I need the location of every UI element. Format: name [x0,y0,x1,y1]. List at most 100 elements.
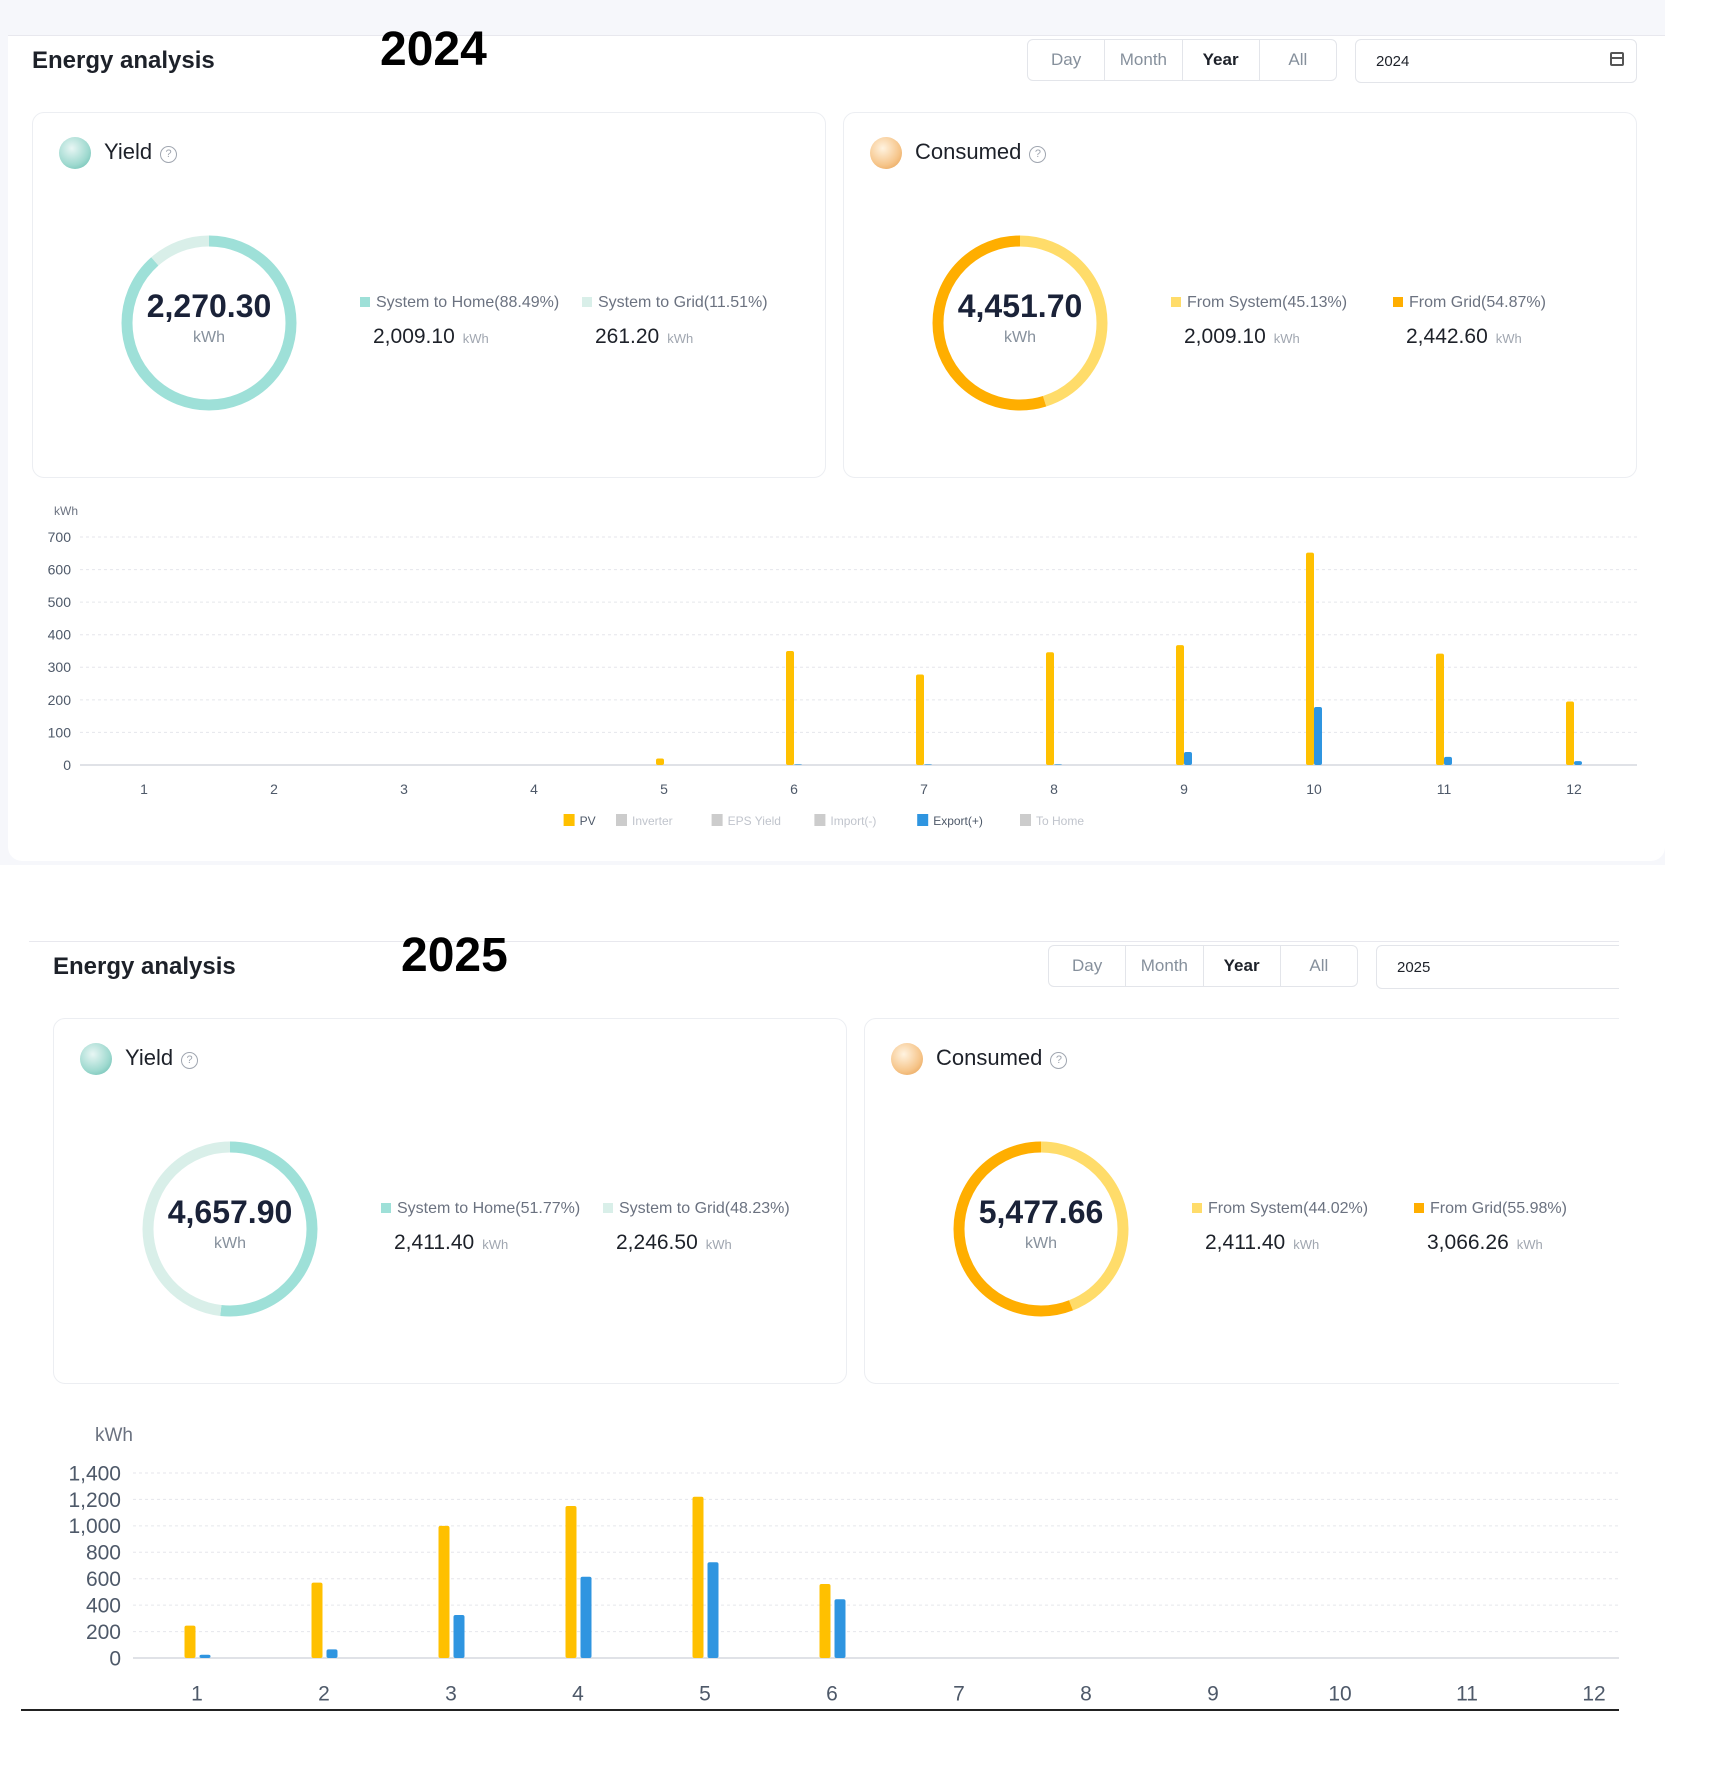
legend-label: System to Home(88.49%) [376,294,560,311]
year-picker[interactable]: 2025 [1376,945,1619,989]
legend-item-tohome[interactable]: To Home [1020,814,1084,828]
x-tick-label: 2 [270,781,278,797]
x-tick-label: 5 [699,1682,711,1705]
period-tabs: Day Month Year All [1048,945,1358,987]
bar-export-6[interactable] [834,1599,846,1658]
x-tick-label: 2 [318,1682,330,1705]
x-tick-label: 6 [826,1682,838,1705]
unit: kWh [1273,331,1300,346]
bar-export-12[interactable] [1574,761,1582,765]
bar-pv-6[interactable] [819,1584,831,1658]
consumed-title: Consumed [915,139,1022,164]
legend-label: From Grid(54.87%) [1409,294,1546,311]
tab-day[interactable]: Day [1028,40,1106,80]
bar-pv-11[interactable] [1436,653,1444,765]
legend-system-to-home: System to Home(51.77%) [381,1200,580,1218]
x-tick-label: 4 [530,781,538,797]
value: 3,066.26 [1427,1231,1509,1254]
tab-month[interactable]: Month [1105,40,1183,80]
yield-donut [142,1141,318,1317]
bar-export-2[interactable] [326,1649,338,1658]
bar-pv-12[interactable] [1566,701,1574,765]
bar-pv-6[interactable] [786,651,794,765]
x-tick-label: 11 [1456,1682,1478,1705]
consumed-title-wrap: Consumed? [936,1045,1068,1071]
period-tabs: Day Month Year All [1027,39,1337,81]
year-picker[interactable]: 2024 [1355,39,1637,83]
y-tick-label: 800 [86,1542,121,1565]
bar-pv-10[interactable] [1306,552,1314,765]
tab-year[interactable]: Year [1204,946,1281,986]
x-tick-label: 12 [1566,781,1582,797]
bar-export-6[interactable] [794,764,802,765]
calendar-icon[interactable] [1610,52,1624,66]
help-icon[interactable]: ? [1029,146,1047,163]
help-icon[interactable]: ? [181,1052,199,1069]
legend-swatch [582,297,592,307]
consumed-total: 4,451.70 [957,288,1083,324]
bar-pv-5[interactable] [692,1496,704,1658]
bar-pv-5[interactable] [656,758,664,765]
tab-all[interactable]: All [1309,956,1329,975]
help-icon[interactable]: ? [1050,1052,1068,1069]
legend-item-pv[interactable]: PV [563,814,596,828]
x-tick-label: 11 [1437,781,1452,797]
legend-item-export[interactable]: Export(+) [917,814,983,828]
bar-export-4[interactable] [580,1576,592,1658]
bar-export-5[interactable] [707,1562,719,1658]
year-picker-value: 2025 [1397,958,1431,976]
x-tick-label: 3 [400,781,408,797]
bar-pv-1[interactable] [184,1625,196,1658]
tab-day[interactable]: Day [1049,946,1127,986]
bar-export-3[interactable] [453,1615,465,1658]
y-tick-label: 0 [109,1647,121,1670]
yield-title-wrap: Yield? [125,1045,199,1071]
legend-swatch [360,297,370,307]
tab-year[interactable]: Year [1183,40,1260,80]
legend-swatch [603,1203,613,1213]
y-tick-label: 1,400 [68,1462,121,1485]
x-tick-label: 8 [1050,781,1058,797]
bar-pv-7[interactable] [916,674,924,765]
system-to-home-value: 2,411.40 kWh [394,1231,508,1255]
legend-item-epsyield[interactable]: EPS Yield [711,814,781,828]
solar-panel-icon [80,1043,112,1075]
donut-segment [121,235,297,411]
bar-pv-4[interactable] [565,1506,577,1658]
bar-export-11[interactable] [1444,756,1452,765]
bar-pv-8[interactable] [1046,652,1054,765]
bar-export-10[interactable] [1314,707,1322,765]
legend-item-import[interactable]: Import(-) [814,814,876,828]
value: 2,009.10 [373,325,455,348]
y-tick-label: 300 [48,659,72,675]
legend-system-to-grid: System to Grid(48.23%) [603,1200,790,1218]
bar-pv-2[interactable] [311,1582,323,1658]
bar-export-1[interactable] [199,1654,211,1658]
consumed-card: Consumed? 5,477.66 kWh From System(44.02… [864,1018,1619,1384]
value: 2,009.10 [1184,325,1266,348]
legend-from-system: From System(44.02%) [1192,1200,1368,1218]
bar-export-9[interactable] [1184,751,1192,765]
donut-segment [142,1141,318,1317]
legend-swatch [1171,297,1181,307]
tab-month[interactable]: Month [1126,946,1204,986]
legend-label: System to Grid(11.51%) [598,294,768,311]
yield-total: 2,270.30 [146,288,272,324]
y-tick-label: 400 [86,1594,121,1617]
legend-item-inverter[interactable]: Inverter [616,814,673,828]
bar-pv-9[interactable] [1176,645,1184,765]
bar-export-8[interactable] [1054,764,1062,765]
tab-all[interactable]: All [1288,50,1308,69]
bar-pv-3[interactable] [438,1525,450,1658]
unit: kWh [462,331,489,346]
x-tick-label: 9 [1180,781,1188,797]
help-icon[interactable]: ? [160,146,178,163]
legend-swatch [616,814,627,826]
yield-title: Yield [125,1045,174,1070]
legend-label: System to Grid(48.23%) [619,1200,790,1217]
yield-unit: kWh [214,1235,246,1252]
consumed-title-wrap: Consumed? [915,139,1047,165]
bar-export-7[interactable] [924,764,932,765]
donut-segment [932,235,1108,411]
